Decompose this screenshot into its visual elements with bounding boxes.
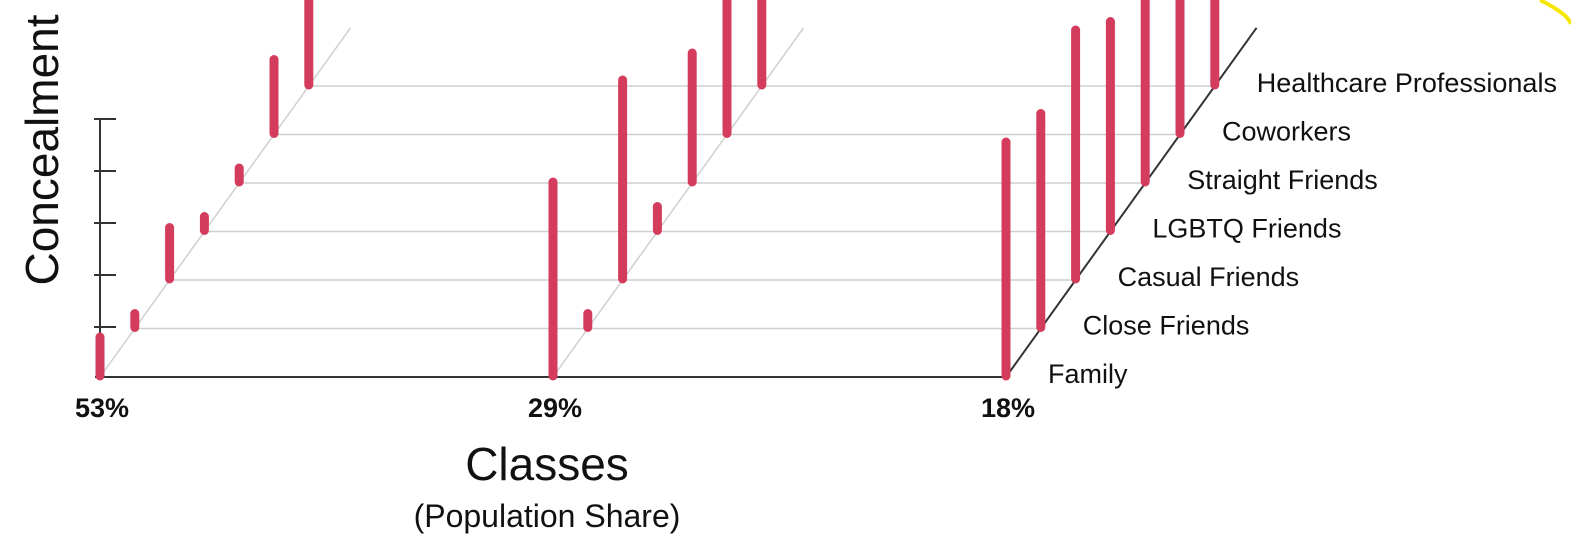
x-axis-label: Classes xyxy=(465,438,629,490)
category-label-2: Casual Friends xyxy=(1118,262,1300,292)
accent-arc xyxy=(1539,0,1571,25)
category-label-3: LGBTQ Friends xyxy=(1152,214,1341,244)
class-share-label-0: 53% xyxy=(75,393,129,423)
label-layer: Family Close Friends Casual Friends LGBTQ F… xyxy=(75,0,1571,423)
category-label-0: Family xyxy=(1048,359,1128,389)
bar-layer xyxy=(95,0,1220,381)
x-axis-sublabel: (Population Share) xyxy=(414,498,681,534)
category-label-5: Coworkers xyxy=(1222,117,1351,147)
y-axis-label: Concealment xyxy=(16,14,68,285)
class-share-label-1: 29% xyxy=(528,393,582,423)
category-label-4: Straight Friends xyxy=(1187,165,1378,195)
class-share-label-2: 18% xyxy=(981,393,1035,423)
category-label-1: Close Friends xyxy=(1083,311,1250,341)
category-label-6: Healthcare Professionals xyxy=(1257,68,1557,98)
